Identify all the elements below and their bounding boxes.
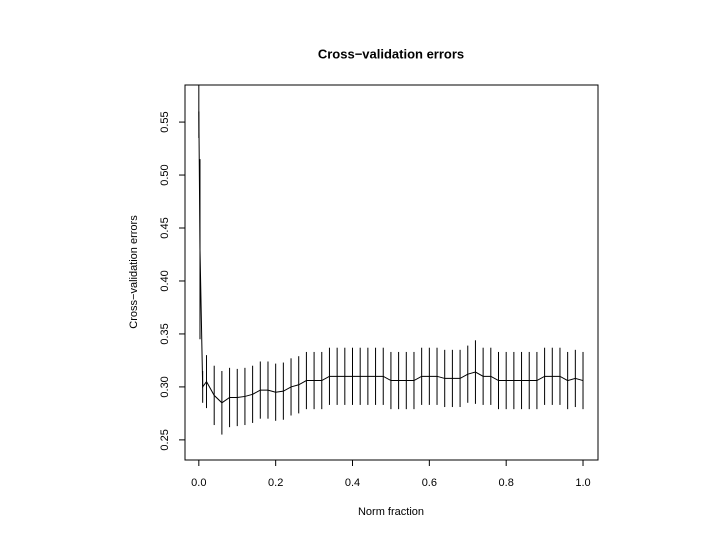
x-tick-label: 0.6 [422, 477, 437, 489]
chart-title: Cross−validation errors [318, 46, 464, 61]
plot-frame [184, 84, 599, 461]
y-axis-label: Cross−validation errors [128, 215, 140, 329]
y-tick-label: 0.30 [159, 376, 171, 397]
y-tick-label: 0.25 [159, 429, 171, 450]
x-tick-label: 0.2 [268, 477, 283, 489]
x-tick-label: 0.8 [499, 477, 514, 489]
y-tick-label: 0.40 [159, 270, 171, 291]
y-tick-label: 0.50 [159, 164, 171, 185]
x-tick-label: 1.0 [575, 477, 590, 489]
y-tick-label: 0.55 [159, 111, 171, 132]
y-tick-label: 0.45 [159, 217, 171, 238]
x-axis-label: Norm fraction [358, 506, 424, 518]
x-tick-label: 0.4 [345, 477, 360, 489]
x-tick-label: 0.0 [191, 477, 206, 489]
y-tick-label: 0.35 [159, 323, 171, 344]
